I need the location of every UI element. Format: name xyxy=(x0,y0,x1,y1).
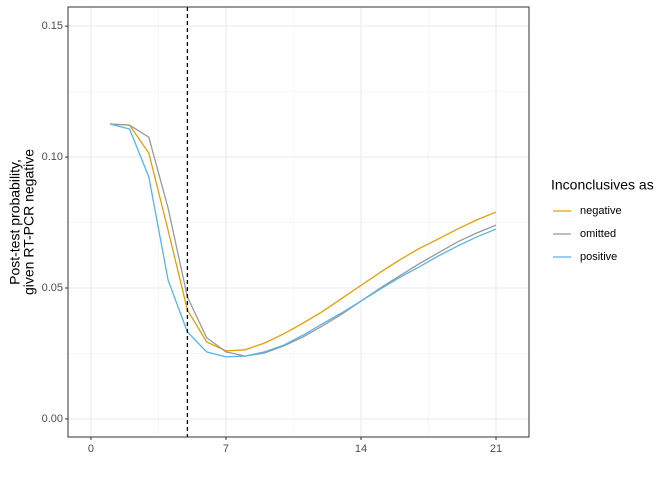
legend-label: omitted xyxy=(580,228,616,240)
y-tick-label: 0.05 xyxy=(42,282,63,294)
x-tick-label: 0 xyxy=(88,443,94,455)
line-series xyxy=(110,123,497,352)
legend-label: negative xyxy=(580,205,622,217)
x-tick-label: 14 xyxy=(355,443,367,455)
y-axis-label: given RT-PCR negative xyxy=(21,149,37,295)
legend-title: Inconclusives as xyxy=(551,177,654,193)
x-tick-label: 7 xyxy=(223,443,229,455)
line-series xyxy=(110,123,497,358)
x-tick-label: 21 xyxy=(490,443,502,455)
y-tick-label: 0.15 xyxy=(42,20,63,32)
line-series xyxy=(110,123,497,357)
y-tick-label: 0.00 xyxy=(42,413,63,425)
y-axis-label: Post-test probability, xyxy=(7,159,23,285)
y-tick-label: 0.10 xyxy=(42,151,63,163)
legend-label: positive xyxy=(580,251,617,263)
plot-border xyxy=(67,6,530,438)
